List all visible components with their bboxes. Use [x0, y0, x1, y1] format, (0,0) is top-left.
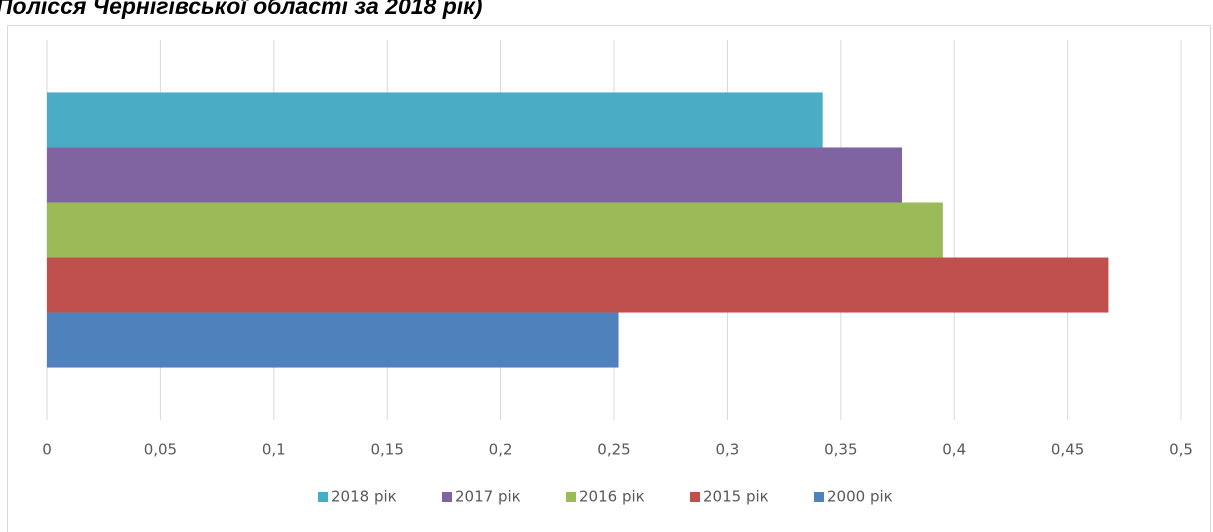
- x-tick-label: 0,3: [715, 441, 739, 459]
- legend-label: 2018 рік: [331, 488, 397, 506]
- x-tick-label: 0,4: [942, 441, 966, 459]
- x-tick-label: 0,1: [262, 441, 286, 459]
- x-tick-label: 0: [42, 441, 52, 459]
- legend-label: 2016 рік: [579, 488, 645, 506]
- x-tick-label: 0,15: [370, 441, 403, 459]
- legend-swatch: [318, 492, 328, 502]
- x-tick-label: 0,35: [824, 441, 857, 459]
- bar: [47, 147, 903, 203]
- bar: [47, 202, 943, 258]
- legend-label: 2017 рік: [455, 488, 521, 506]
- bar: [47, 257, 1109, 313]
- legend-swatch: [566, 492, 576, 502]
- legend-swatch: [814, 492, 824, 502]
- chart-title: Полісся Чернігівської області за 2018 рі…: [0, 0, 482, 19]
- x-tick-label: 0,2: [489, 441, 513, 459]
- x-tick-label: 0,05: [144, 441, 177, 459]
- x-tick-label: 0,45: [1051, 441, 1084, 459]
- legend-label: 2015 рік: [703, 488, 769, 506]
- x-tick-label: 0,5: [1169, 441, 1193, 459]
- legend-swatch: [442, 492, 452, 502]
- bar: [47, 312, 619, 368]
- x-tick-label: 0,25: [597, 441, 630, 459]
- bar: [47, 92, 823, 148]
- legend-label: 2000 рік: [827, 488, 893, 506]
- legend-swatch: [690, 492, 700, 502]
